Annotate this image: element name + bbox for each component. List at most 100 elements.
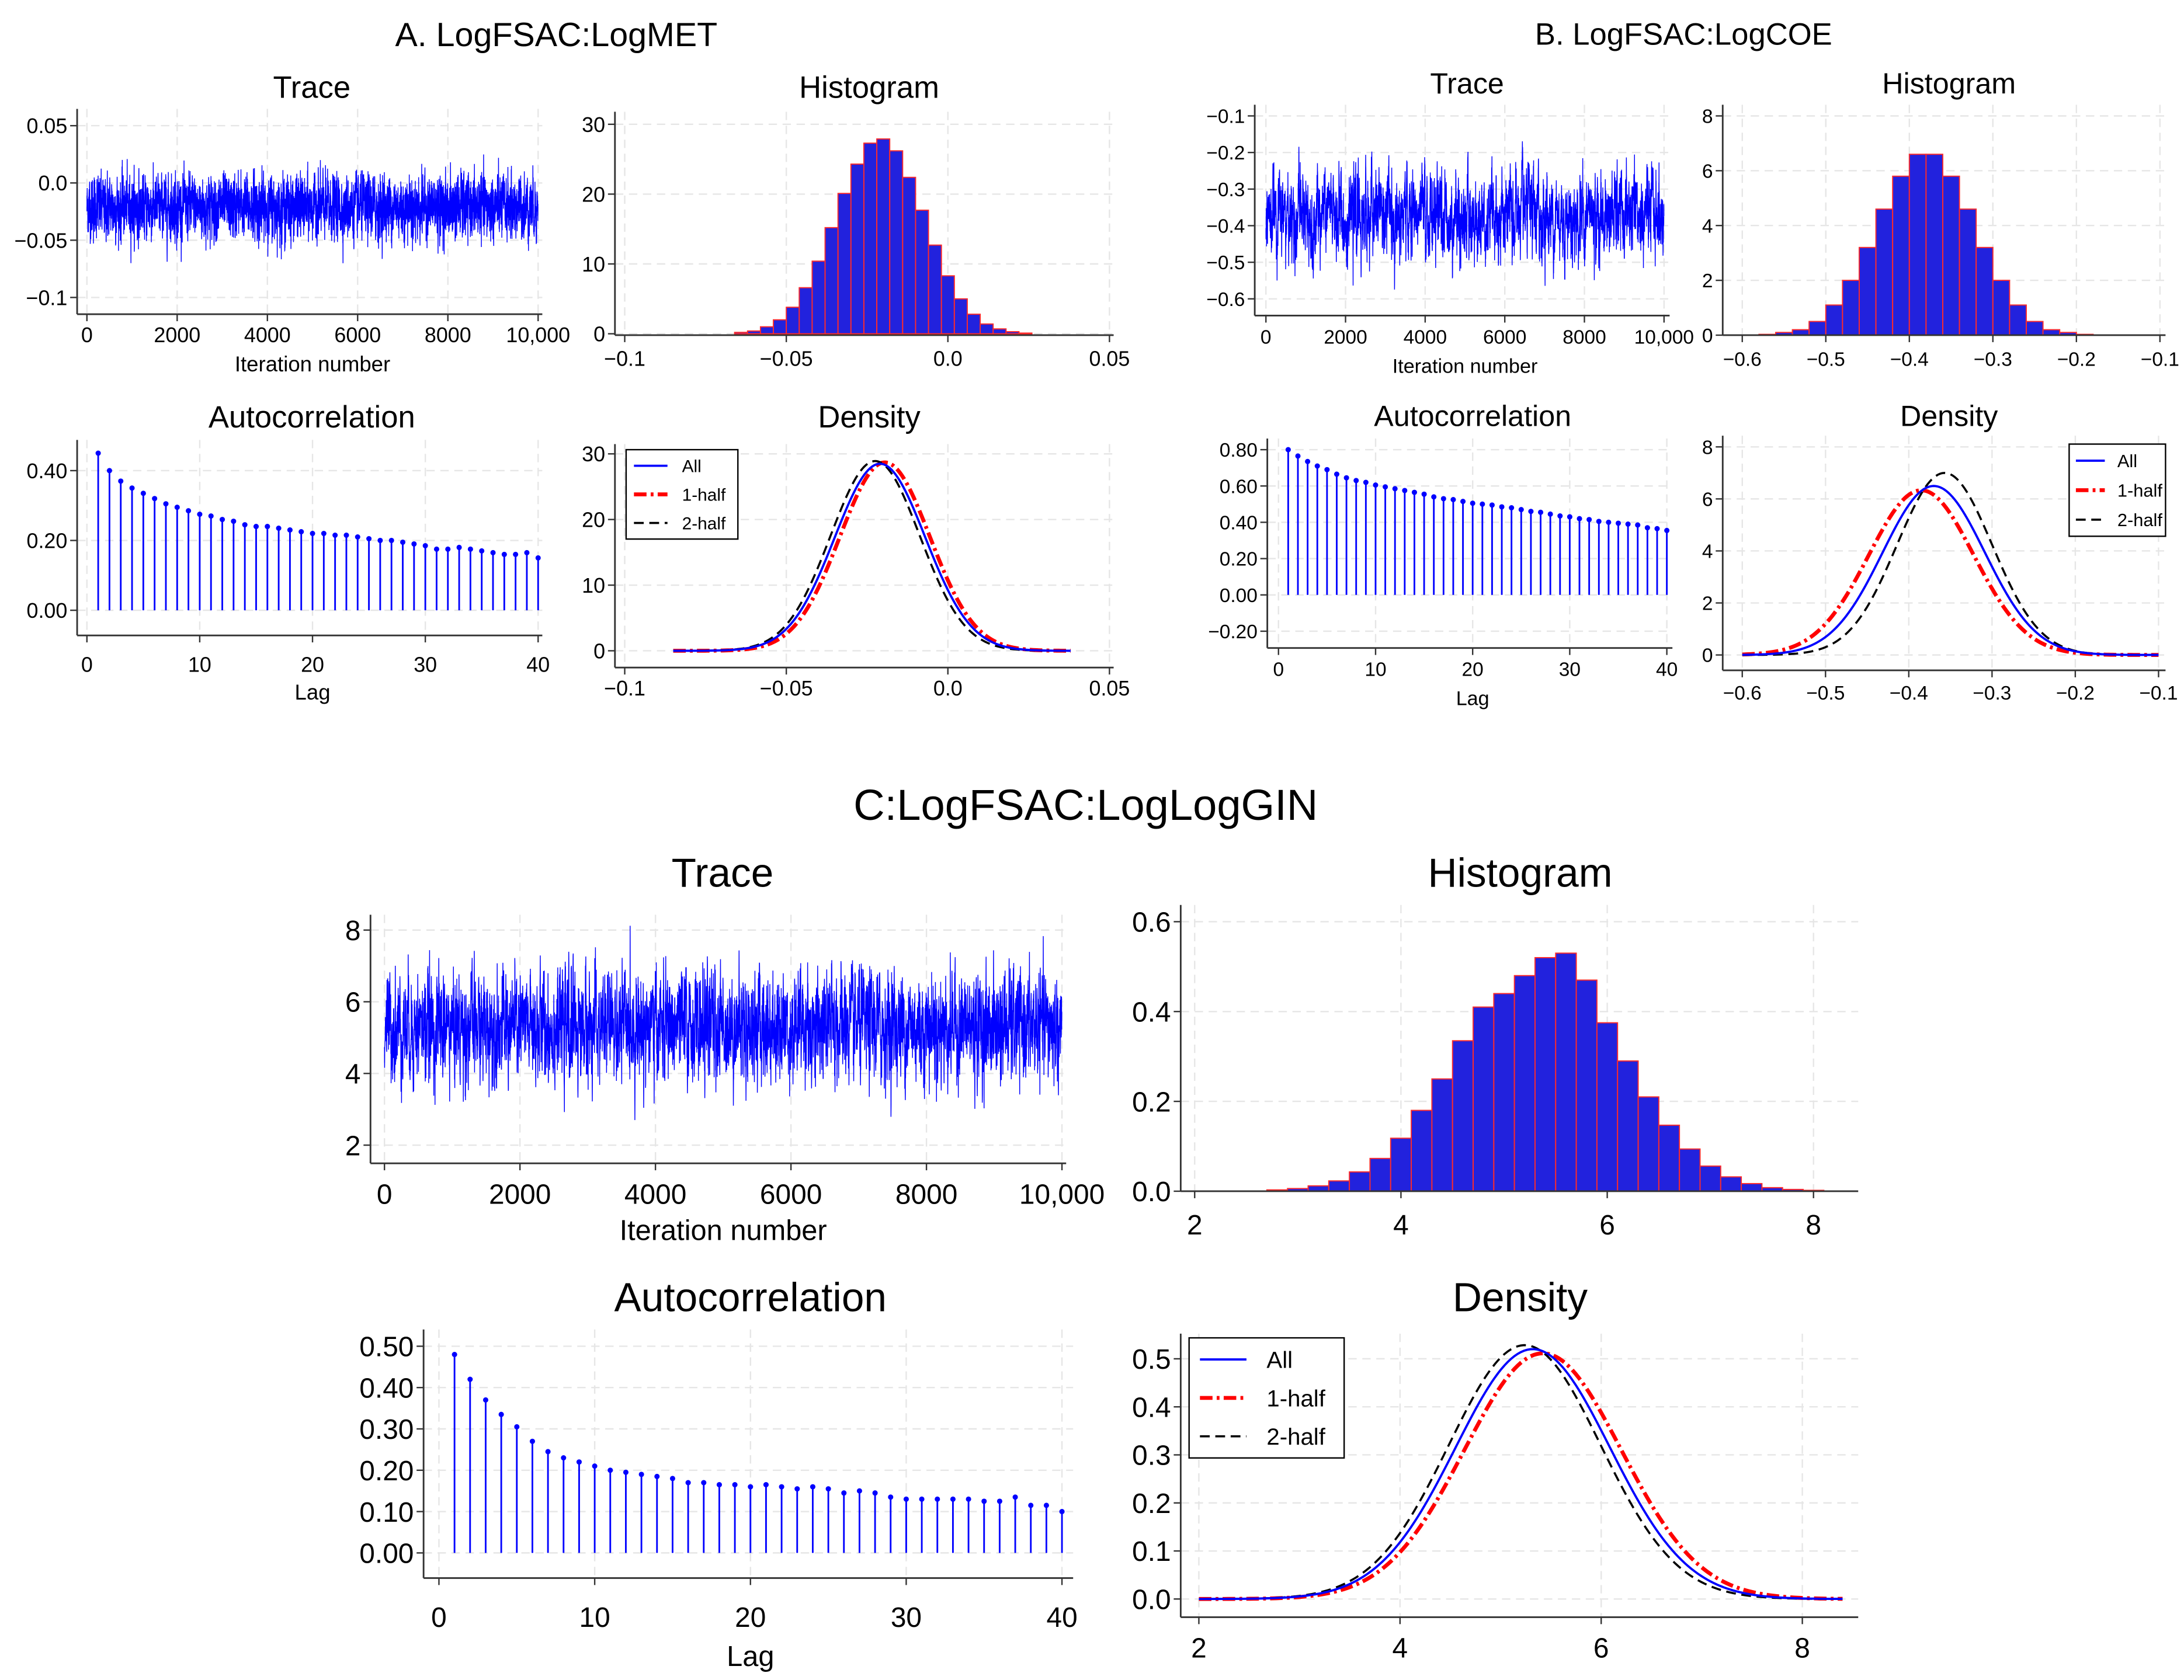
autocorrelation-point [253,524,259,530]
histogram-bar [1005,331,1020,335]
histogram-bar [837,193,852,335]
autocorrelation-point [490,549,496,555]
y-tick-label: 0.0 [1132,1177,1171,1208]
histogram-bar [1513,975,1536,1192]
autocorrelation-point [129,485,135,491]
density-line-all [673,462,1071,652]
histogram-bar [902,176,916,335]
x-tick-label: 0 [1261,326,1272,348]
histogram-bar [863,142,878,335]
chart-title: Autocorrelation [209,400,415,434]
y-tick-label: 2 [1702,593,1713,615]
histogram-bar [1658,1124,1680,1192]
group-title-b: B. LogFSAC:LogCOE [1535,18,1832,52]
x-tick-label: −0.3 [1974,349,2012,371]
autocorrelation-point [592,1463,598,1469]
x-tick-label: −0.1 [604,347,645,371]
chart-title: Trace [672,850,774,896]
y-tick-label: 0.60 [1220,476,1258,498]
autocorrelation-point [1470,500,1475,506]
x-tick-label: 0 [1273,659,1284,680]
histogram-bar [1431,1078,1453,1192]
y-tick-label: −0.6 [1206,289,1245,311]
x-tick-label: 2 [1191,1633,1207,1664]
histogram-bar [1596,1022,1619,1192]
x-axis-label: Lag [1456,688,1489,710]
x-tick-label: 40 [1046,1602,1077,1633]
y-tick-label: 0.10 [359,1497,414,1528]
histogram-bar [734,332,748,335]
density-line-all [1199,1348,1843,1601]
autocorrelation-point [1314,463,1320,469]
histogram-bar [1555,952,1577,1192]
trace-line [1265,141,1665,290]
chart-autocorrelation-2: Autocorrelation 0.00 0.20 0.40 0 10 20 30 40 Lag [27,400,550,704]
histogram-bar [1617,1060,1639,1192]
autocorrelation-point [1499,504,1505,510]
chart-title: Autocorrelation [1374,399,1571,432]
autocorrelation-point [935,1496,940,1502]
autocorrelation-point [1402,488,1408,493]
x-tick-label: 2000 [154,324,200,347]
autocorrelation-point [445,546,451,552]
x-tick-label: 40 [526,653,550,676]
histogram-bar [967,314,981,335]
autocorrelation-point [1480,501,1485,507]
histogram-bar [759,326,774,335]
legend-label: 2-half [682,514,726,533]
x-tick-label: 8 [1805,1210,1821,1241]
histogram-bar [1925,154,1943,336]
autocorrelation-point [467,1376,473,1382]
autocorrelation-point [1440,496,1446,502]
y-tick-label: 10 [582,253,605,276]
autocorrelation-point [654,1473,660,1479]
x-tick-label: −0.2 [2056,683,2095,704]
x-tick-label: 20 [1462,659,1484,680]
x-tick-label: −0.2 [2057,349,2096,371]
autocorrelation-point [535,555,541,561]
x-tick-label: 4 [1393,1633,1408,1664]
autocorrelation-point [1664,527,1670,533]
x-tick-label: 0.0 [933,677,963,700]
histogram-bar [1908,154,1927,336]
histogram-bar [1859,246,1877,336]
histogram-bar [2009,304,2027,336]
x-tick-label: 30 [1559,659,1581,680]
x-tick-label: 10,000 [1019,1179,1105,1210]
x-tick-label: 6000 [760,1179,822,1210]
legend-label: 2-half [1266,1424,1325,1450]
autocorrelation-point [310,531,315,537]
autocorrelation-point [1596,519,1602,524]
x-tick-label: −0.1 [604,677,645,700]
x-tick-label: −0.05 [760,677,813,700]
histogram-bar [1741,1182,1763,1192]
histogram-bar [992,328,1007,335]
histogram-bar [1452,1040,1474,1192]
legend: All 1-half 2-half [1188,1337,1345,1459]
autocorrelation-point [498,1411,504,1417]
y-tick-label: 4 [1702,541,1713,563]
autocorrelation-point [514,1424,520,1430]
autocorrelation-point [1577,516,1582,521]
x-tick-label: 4000 [244,324,291,347]
histogram-bar [1975,246,1994,336]
histogram-bar [1942,175,1960,336]
y-tick-label: 2 [1702,270,1713,292]
autocorrelation-point [966,1496,971,1502]
chart-density-11: Density All 1-half 2-half 0.0 0.1 0.2 0.3 0.4 0.5… [1132,1275,1859,1664]
autocorrelation-point [623,1469,629,1475]
y-tick-label: 2 [345,1131,361,1161]
x-axis-label: Lag [295,680,331,704]
x-axis-label: Lag [727,1641,774,1672]
legend: All 1-half 2-half [625,448,739,540]
histogram-bar [876,138,891,335]
y-tick-label: −0.2 [1206,142,1245,164]
x-tick-label: −0.4 [1890,683,1928,704]
y-tick-label: 0.05 [27,114,68,138]
autocorrelation-point [1431,494,1437,500]
autocorrelation-point [701,1480,707,1486]
autocorrelation-point [1392,486,1398,492]
autocorrelation-point [422,542,428,549]
autocorrelation-point [1295,453,1301,459]
